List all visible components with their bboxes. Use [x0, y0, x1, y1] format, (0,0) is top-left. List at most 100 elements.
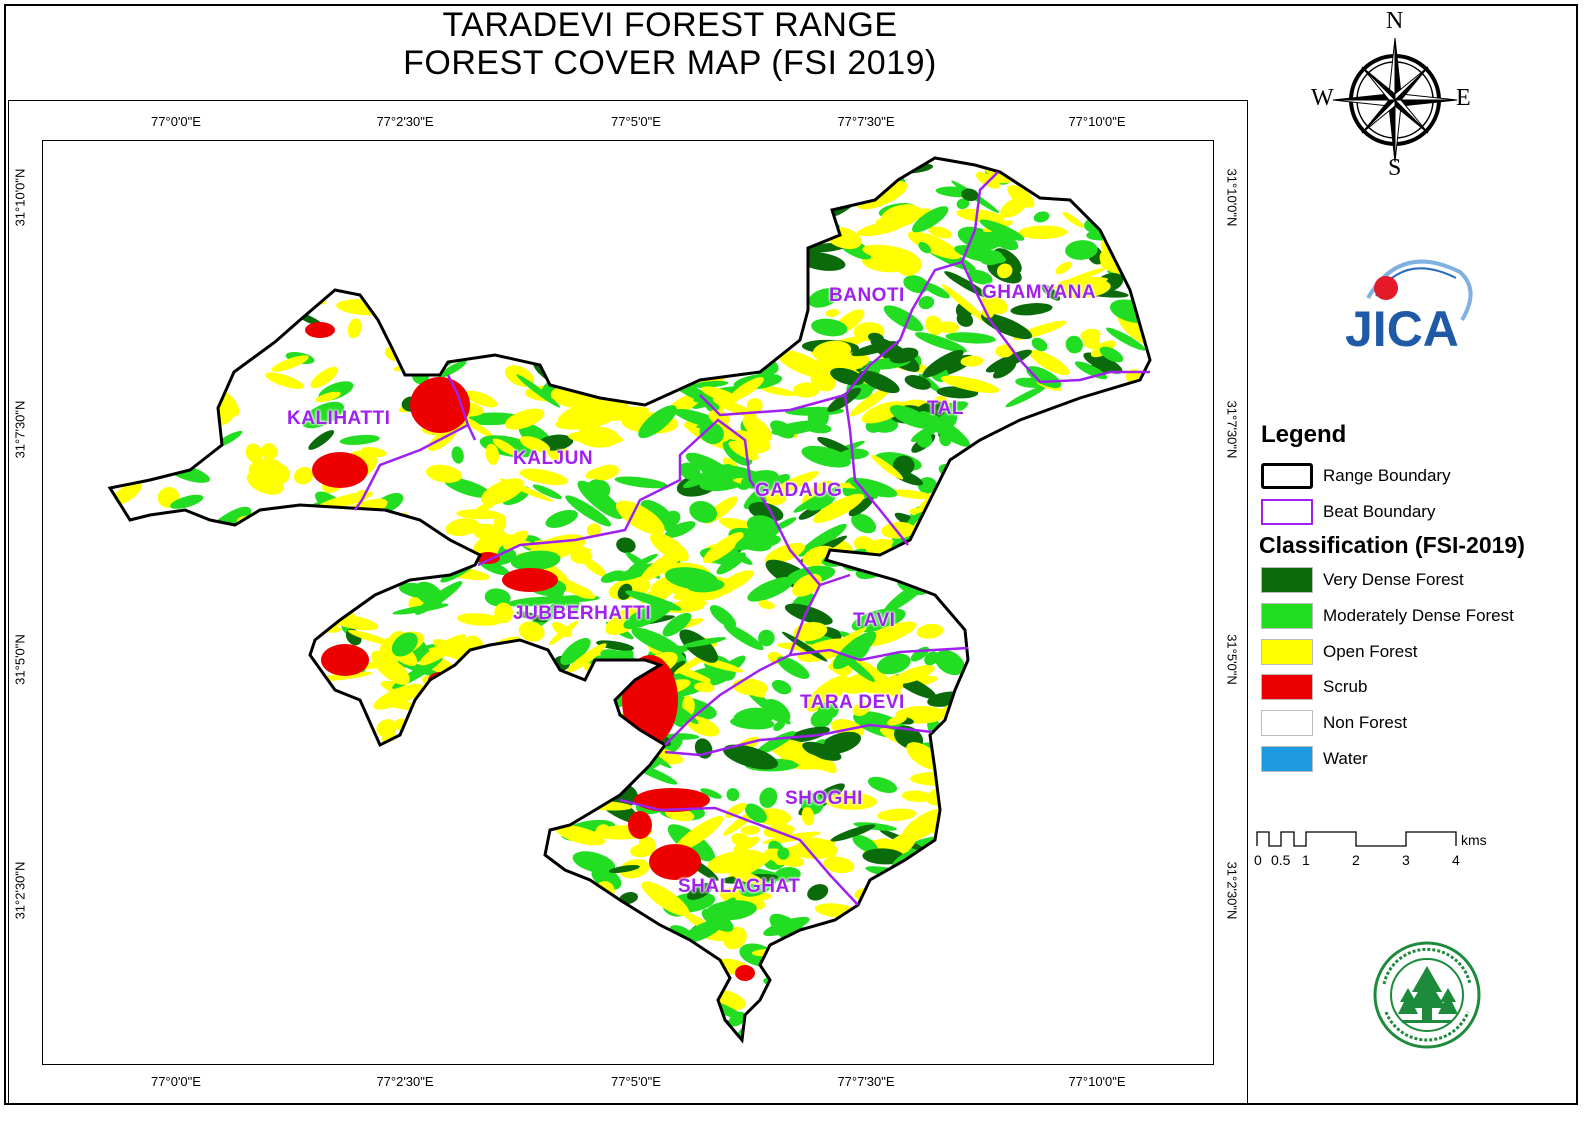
- vegetation-patch: [906, 889, 935, 908]
- vegetation-patch: [159, 521, 186, 538]
- vegetation-patch: [485, 443, 500, 465]
- vegetation-patch: [851, 608, 906, 633]
- vegetation-patch: [417, 343, 468, 356]
- north-arrow-compass-icon: [1332, 37, 1458, 163]
- vegetation-patch: [934, 526, 984, 545]
- vegetation-patch: [1033, 211, 1050, 223]
- vegetation-patch: [852, 834, 878, 853]
- vegetation-patch: [456, 613, 502, 626]
- beat-boundary-line: [353, 374, 470, 511]
- vegetation-patch: [784, 603, 833, 625]
- vegetation-patch: [1010, 303, 1053, 316]
- beat-label-gadaug: GADAUG: [755, 480, 843, 501]
- vegetation-patch: [731, 833, 752, 848]
- beat-boundary-line: [960, 261, 1150, 384]
- vegetation-patch: [497, 680, 540, 709]
- vegetation-patch: [940, 585, 956, 596]
- vegetation-patch: [638, 405, 677, 439]
- vegetation-patch: [928, 226, 953, 239]
- vegetation-patch: [438, 360, 467, 378]
- vegetation-patch: [591, 995, 611, 1007]
- scrub-patch: [634, 788, 710, 812]
- legend-swatch: [1261, 567, 1313, 593]
- legend-item-moderately-dense-forest: Moderately Dense Forest: [1261, 603, 1514, 629]
- vegetation-patch: [300, 717, 333, 736]
- vegetation-patch: [1084, 186, 1121, 196]
- vegetation-patch: [1106, 327, 1146, 351]
- vegetation-patch: [883, 305, 924, 332]
- vegetation-patch: [961, 188, 979, 202]
- map-frame: [8, 100, 1248, 1105]
- vegetation-patch: [956, 198, 970, 210]
- vegetation-patch: [330, 713, 359, 735]
- vegetation-patch: [893, 455, 915, 476]
- vegetation-patch: [354, 733, 373, 752]
- vegetation-patch: [499, 731, 516, 743]
- vegetation-patch: [640, 499, 675, 529]
- vegetation-patch: [701, 386, 739, 403]
- vegetation-patch: [854, 175, 880, 194]
- vegetation-patch: [431, 340, 461, 353]
- vegetation-patch: [691, 380, 729, 388]
- vegetation-patch: [601, 930, 641, 957]
- vegetation-patch: [853, 678, 897, 694]
- vegetation-patch: [146, 390, 186, 413]
- beat-boundary-line: [466, 424, 477, 441]
- vegetation-patch: [798, 523, 847, 557]
- vegetation-patch: [847, 916, 897, 937]
- vegetation-patch: [1124, 200, 1150, 228]
- vegetation-patch: [170, 494, 204, 509]
- vegetation-patch: [915, 544, 958, 575]
- vegetation-patch: [492, 438, 518, 456]
- vegetation-patch: [443, 477, 492, 498]
- legend-label: Beat Boundary: [1323, 502, 1436, 521]
- vegetation-patch: [580, 966, 639, 992]
- vegetation-patch: [807, 884, 829, 901]
- vegetation-patch: [849, 478, 898, 498]
- vegetation-patch: [945, 541, 966, 558]
- vegetation-patch: [801, 806, 815, 826]
- vegetation-patch: [586, 523, 601, 537]
- legend-swatch: [1261, 710, 1313, 736]
- legend-swatch: [1261, 603, 1313, 629]
- vegetation-patch: [315, 391, 341, 403]
- vegetation-patch: [144, 355, 164, 365]
- vegetation-patch: [734, 528, 772, 551]
- compass-north: N: [1386, 8, 1404, 34]
- vegetation-patch: [461, 722, 477, 741]
- vegetation-patch: [532, 484, 562, 500]
- vegetation-patch: [416, 705, 461, 738]
- vegetation-patch: [960, 741, 979, 756]
- vegetation-patch: [839, 1015, 859, 1029]
- vegetation-patch: [792, 382, 820, 398]
- vegetation-patch: [878, 158, 894, 171]
- vegetation-patch: [572, 992, 614, 1002]
- vegetation-patch: [798, 194, 828, 206]
- beat-label-kalihatti: KALIHATTI: [287, 408, 391, 429]
- vegetation-patch: [539, 741, 560, 762]
- scale-tick-label: 3: [1402, 852, 1410, 868]
- vegetation-patch: [847, 487, 878, 499]
- vegetation-patch: [315, 737, 345, 761]
- vegetation-patch: [361, 447, 387, 457]
- vegetation-patch: [825, 309, 840, 317]
- vegetation-patch: [948, 553, 981, 575]
- vegetation-patch: [1126, 162, 1150, 185]
- legend-label: Very Dense Forest: [1323, 570, 1464, 589]
- vegetation-patch: [425, 464, 463, 483]
- vegetation-patch: [494, 602, 514, 624]
- legend-item-beat-boundary: Beat Boundary: [1261, 499, 1435, 525]
- vegetation-patch: [582, 956, 612, 982]
- vegetation-patch: [541, 746, 572, 766]
- vegetation-patch: [705, 900, 757, 921]
- vegetation-patch: [980, 313, 1033, 340]
- vegetation-patch: [556, 825, 606, 846]
- lon-label-top: 77°0'0"E: [151, 114, 201, 129]
- vegetation-patch: [941, 547, 959, 561]
- vegetation-patch: [566, 643, 607, 673]
- vegetation-patch: [466, 734, 519, 756]
- vegetation-patch: [1062, 212, 1084, 228]
- vegetation-patch: [919, 411, 970, 447]
- vegetation-patch: [746, 398, 763, 414]
- vegetation-patch: [798, 185, 849, 207]
